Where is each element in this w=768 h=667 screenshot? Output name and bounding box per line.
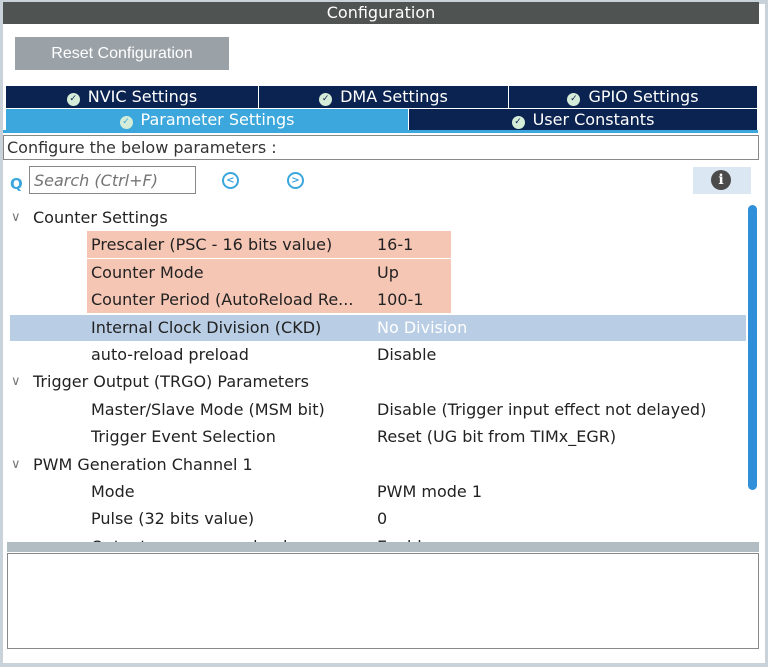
tab-parameter-settings[interactable]: ✓ Parameter Settings — [6, 109, 409, 131]
parameter-value[interactable]: Up — [377, 262, 399, 282]
modified-highlight — [87, 258, 451, 286]
parameter-row[interactable]: Pulse (32 bits value) 0 — [3, 505, 748, 532]
tree-group[interactable]: ∨ Trigger Output (TRGO) Parameters — [3, 368, 748, 395]
check-circle-icon: ✓ — [567, 93, 581, 106]
parameter-name: Counter Mode — [91, 262, 204, 282]
parameter-value[interactable]: 0 — [377, 509, 388, 529]
split-divider[interactable] — [7, 542, 759, 552]
tab-gpio-settings[interactable]: ✓ GPIO Settings — [509, 86, 758, 108]
chevron-down-icon[interactable]: ∨ — [11, 456, 21, 472]
panel-title: Configuration — [3, 2, 759, 24]
group-label: Trigger Output (TRGO) Parameters — [33, 372, 309, 392]
group-label: Counter Settings — [33, 208, 168, 227]
parameter-row[interactable]: auto-reload preload Disable — [3, 341, 748, 368]
parameter-name: auto-reload preload — [91, 345, 249, 364]
configure-label: Configure the below parameters : — [3, 135, 759, 160]
parameter-value[interactable]: 100-1 — [377, 290, 424, 310]
search-input[interactable] — [29, 166, 196, 194]
parameter-row[interactable]: Master/Slave Mode (MSM bit) Disable (Trig… — [3, 396, 748, 423]
tab-nvic-settings[interactable]: ✓ NVIC Settings — [6, 86, 259, 108]
parameter-value[interactable]: PWM mode 1 — [377, 482, 482, 501]
tab-dma-settings[interactable]: ✓ DMA Settings — [259, 86, 509, 108]
group-label: PWM Generation Channel 1 — [33, 454, 253, 474]
parameter-value[interactable]: No Division — [377, 317, 468, 337]
reset-configuration-button[interactable]: Reset Configuration — [15, 37, 229, 70]
parameter-value[interactable]: 16-1 — [377, 235, 414, 255]
parameter-name: Counter Period (AutoReload Re... — [91, 290, 354, 310]
chevron-left-circle-icon[interactable]: < — [222, 172, 239, 189]
check-circle-icon: ✓ — [119, 116, 133, 129]
tab-user-constants[interactable]: ✓ User Constants — [409, 109, 758, 131]
parameter-name: Prescaler (PSC - 16 bits value) — [91, 235, 333, 255]
parameter-row[interactable]: Counter Mode Up — [3, 259, 748, 286]
parameter-row[interactable]: Trigger Event Selection Reset (UG bit fro… — [3, 423, 748, 450]
parameter-value[interactable]: Disable (Trigger input effect not delaye… — [377, 399, 707, 419]
chevron-right-circle-icon[interactable]: > — [287, 172, 304, 189]
parameter-name: Trigger Event Selection — [91, 427, 276, 447]
parameter-name: Internal Clock Division (CKD) — [91, 317, 322, 337]
parameter-row[interactable]: Prescaler (PSC - 16 bits value) 16-1 — [3, 231, 748, 258]
modified-highlight — [87, 231, 451, 259]
tree-group[interactable]: ∨ PWM Generation Channel 1 — [3, 451, 748, 478]
parameter-row[interactable]: Mode PWM mode 1 — [3, 478, 748, 505]
tree-group[interactable]: ∨ Counter Settings — [3, 204, 748, 231]
search-icon[interactable]: Q — [10, 175, 23, 193]
check-circle-icon: ✓ — [66, 93, 80, 106]
chevron-down-icon[interactable]: ∨ — [11, 210, 21, 225]
scrollbar[interactable] — [748, 205, 757, 490]
check-circle-icon: ✓ — [319, 93, 333, 106]
chevron-down-icon[interactable]: ∨ — [11, 374, 21, 390]
parameter-row[interactable]: Output compare preload Enable — [3, 533, 748, 542]
tab-underline — [3, 130, 758, 133]
selected-highlight — [10, 314, 746, 341]
parameter-name: Master/Slave Mode (MSM bit) — [91, 399, 325, 419]
modified-highlight — [87, 286, 451, 314]
parameter-row[interactable]: Internal Clock Division (CKD) No Division — [3, 314, 748, 341]
parameter-value[interactable]: Disable — [377, 345, 437, 364]
description-box — [7, 553, 759, 649]
parameter-tree: ∨ Counter Settings Prescaler (PSC - 16 bit… — [3, 200, 748, 542]
info-icon: i — [711, 170, 731, 190]
parameter-value[interactable]: Enable — [377, 533, 432, 542]
parameter-name: Pulse (32 bits value) — [91, 509, 255, 529]
parameter-row[interactable]: Counter Period (AutoReload Re... 100-1 — [3, 286, 748, 313]
check-circle-icon: ✓ — [511, 116, 525, 129]
parameter-name: Mode — [91, 482, 135, 501]
info-button[interactable]: i — [693, 167, 751, 194]
parameter-name: Output compare preload — [91, 533, 287, 542]
parameter-value[interactable]: Reset (UG bit from TIMx_EGR) — [377, 427, 617, 447]
